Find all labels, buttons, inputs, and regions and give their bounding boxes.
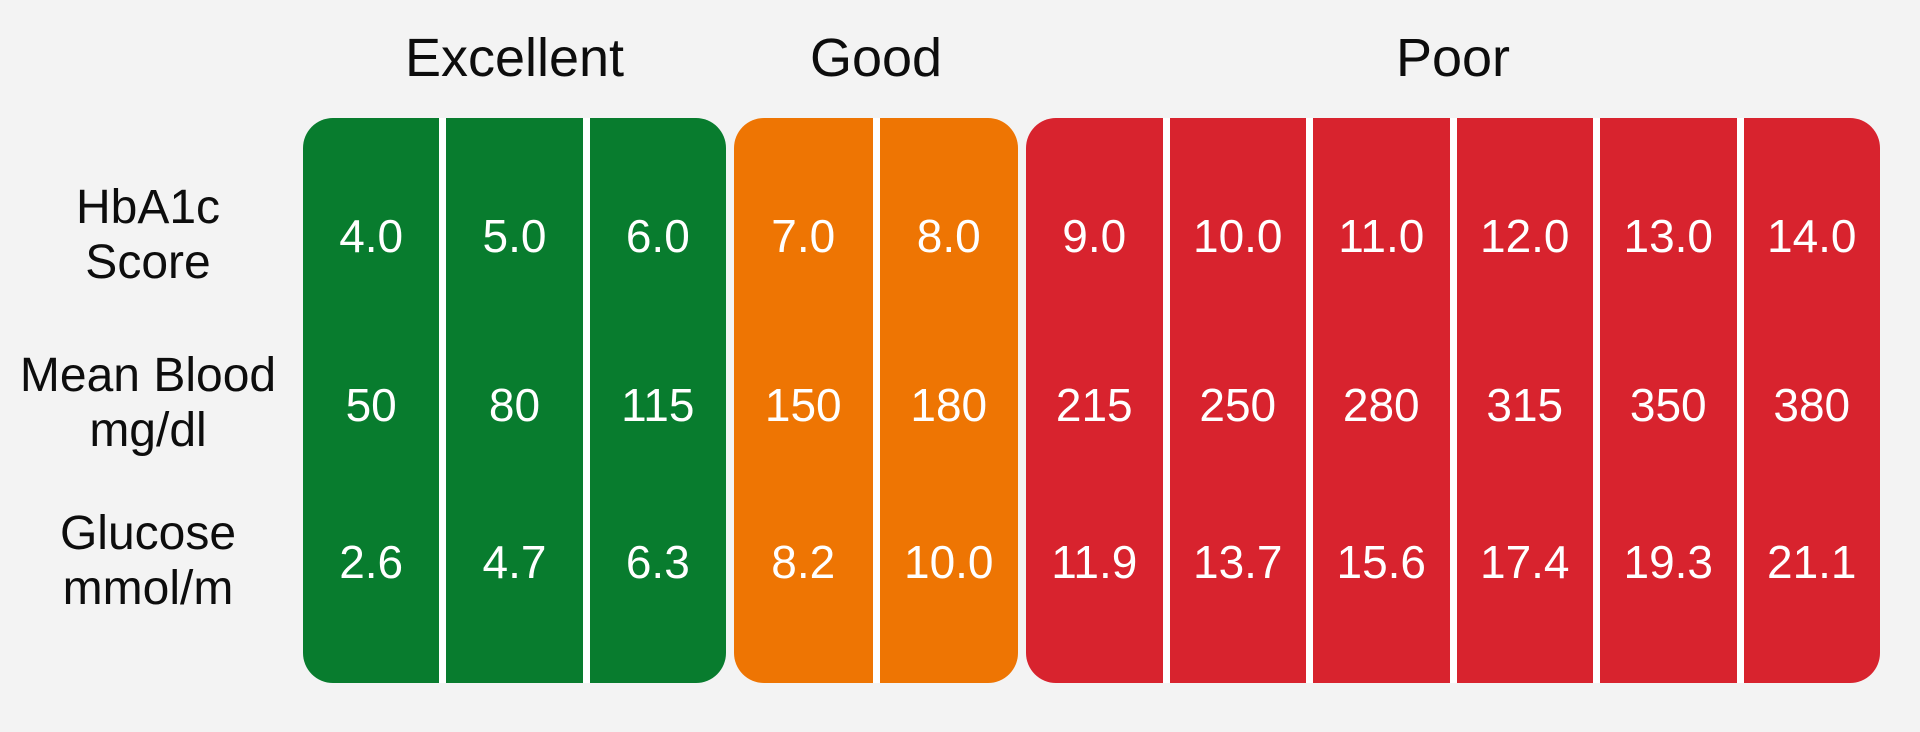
table-cell-hba1c: 12.0 bbox=[1479, 210, 1570, 262]
table-cell-mean_blood: 350 bbox=[1629, 379, 1707, 431]
table-column: 8.0 180 10.0 bbox=[879, 118, 1018, 683]
table-cell-glucose: 19.3 bbox=[1623, 536, 1714, 588]
row-label-hba1c-score: HbA1c Score bbox=[0, 180, 296, 290]
table-column: 14.0 380 21.1 bbox=[1743, 118, 1880, 683]
table-cell-mean_blood: 280 bbox=[1342, 379, 1420, 431]
table-cell-mean_blood: 150 bbox=[764, 379, 842, 431]
row-label-line: HbA1c bbox=[75, 181, 221, 234]
table-column: 7.0 150 8.2 bbox=[734, 118, 873, 683]
table-column: 4.0 50 2.6 bbox=[303, 118, 440, 683]
group-header-poor: Poor bbox=[1395, 28, 1511, 88]
table-cell-mean_blood: 215 bbox=[1055, 379, 1133, 431]
row-label-line: mg/dl bbox=[89, 404, 207, 457]
table-cell-hba1c: 4.0 bbox=[339, 210, 404, 262]
table-cell-mean_blood: 115 bbox=[621, 379, 695, 431]
table-cell-mean_blood: 250 bbox=[1199, 379, 1277, 431]
table-cell-glucose: 8.2 bbox=[771, 536, 836, 588]
table-cell-hba1c: 9.0 bbox=[1062, 210, 1127, 262]
table-cell-hba1c: 11.0 bbox=[1338, 210, 1425, 262]
table-column: 13.0 350 19.3 bbox=[1600, 118, 1737, 683]
table-cell-glucose: 2.6 bbox=[339, 536, 404, 588]
table-cell-glucose: 11.9 bbox=[1051, 536, 1138, 588]
table-cell-glucose: 15.6 bbox=[1336, 536, 1427, 588]
table-cell-glucose: 10.0 bbox=[903, 536, 994, 588]
group-header-good: Good bbox=[809, 28, 943, 88]
table-cell-glucose: 21.1 bbox=[1766, 536, 1857, 588]
group-header-excellent: Excellent bbox=[404, 28, 625, 88]
table-cell-hba1c: 5.0 bbox=[482, 210, 547, 262]
table-cell-mean_blood: 315 bbox=[1486, 379, 1564, 431]
table-cell-glucose: 4.7 bbox=[482, 536, 547, 588]
column-group-good: 7.0 150 8.2 8.0 180 10.0 bbox=[734, 118, 1018, 683]
table-cell-hba1c: 6.0 bbox=[625, 210, 690, 262]
row-label-mean-blood: Mean Blood mg/dl bbox=[0, 348, 296, 458]
table-cell-mean_blood: 80 bbox=[488, 379, 541, 431]
row-label-line: mmol/m bbox=[62, 562, 234, 615]
table-column: 10.0 250 13.7 bbox=[1169, 118, 1306, 683]
table-cell-mean_blood: 380 bbox=[1773, 379, 1851, 431]
table-cell-glucose: 17.4 bbox=[1479, 536, 1570, 588]
table-cell-hba1c: 10.0 bbox=[1192, 210, 1283, 262]
table-cell-mean_blood: 180 bbox=[910, 379, 988, 431]
row-label-line: Score bbox=[85, 236, 211, 289]
table-cell-hba1c: 13.0 bbox=[1623, 210, 1714, 262]
table-cell-mean_blood: 50 bbox=[345, 379, 397, 431]
table-column: 11.0 280 15.6 bbox=[1313, 118, 1450, 683]
column-group-excellent: 4.0 50 2.6 5.0 80 4.7 6.0 115 6.3 bbox=[303, 118, 726, 683]
table-cell-glucose: 13.7 bbox=[1192, 536, 1283, 588]
table-cell-hba1c: 14.0 bbox=[1766, 210, 1857, 262]
table-column: 6.0 115 6.3 bbox=[589, 118, 726, 683]
row-label-line: Glucose bbox=[59, 507, 237, 560]
table-cell-hba1c: 7.0 bbox=[771, 210, 836, 262]
table-column: 12.0 315 17.4 bbox=[1456, 118, 1593, 683]
table-column: 9.0 215 11.9 bbox=[1026, 118, 1163, 683]
row-label-glucose: Glucose mmol/m bbox=[0, 506, 296, 616]
table-cell-hba1c: 8.0 bbox=[916, 210, 981, 262]
table-cell-glucose: 6.3 bbox=[625, 536, 690, 588]
table-column: 5.0 80 4.7 bbox=[446, 118, 583, 683]
row-label-line: Mean Blood bbox=[19, 349, 277, 402]
column-group-poor: 9.0 215 11.9 10.0 250 13.7 11.0 280 15.6 12.0 315 1… bbox=[1026, 118, 1880, 683]
